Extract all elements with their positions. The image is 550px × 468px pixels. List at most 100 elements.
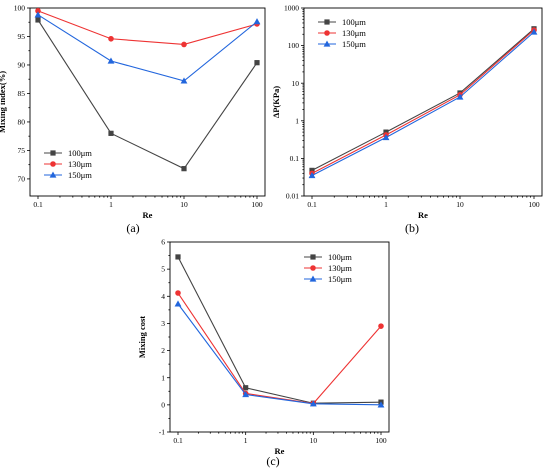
data-point: [108, 35, 114, 42]
data-point: [35, 17, 41, 23]
x-axis-label: Re: [143, 210, 153, 220]
data-point: [378, 323, 384, 329]
series-150: [308, 28, 538, 179]
series-line: [37, 10, 258, 46]
y-tick-label: -1: [159, 428, 165, 437]
legend-marker: [324, 19, 330, 25]
series-130: [35, 8, 260, 48]
legend-label: 100μm: [68, 148, 92, 158]
y-axis-label: Mixing cost: [137, 316, 147, 358]
y-tick-label: 3: [161, 319, 165, 328]
x-tick-label: 100: [251, 200, 263, 209]
y-tick-label: 1: [161, 373, 165, 382]
y-tick-label: 80: [18, 118, 26, 127]
data-point: [254, 60, 260, 66]
data-point: [253, 18, 261, 25]
y-axis-label: ΔP(KPa): [271, 86, 281, 118]
data-point: [308, 172, 316, 179]
y-tick-label: 100: [14, 4, 26, 13]
data-point: [180, 77, 188, 84]
panel-label: (b): [405, 221, 419, 235]
x-tick-label: 100: [528, 200, 540, 209]
x-tick-label: 1: [244, 436, 248, 445]
x-tick-label: 10: [456, 200, 464, 209]
series-line: [177, 256, 382, 404]
x-tick-label: 0.1: [173, 436, 183, 445]
data-point: [242, 391, 250, 398]
legend-marker: [50, 150, 56, 156]
y-axis-label: Mixing index(%): [0, 71, 7, 133]
y-tick-label: 95: [18, 32, 26, 41]
y-tick-label: 2: [161, 346, 165, 355]
data-point: [107, 57, 115, 64]
y-tick-label: 4: [161, 292, 165, 301]
x-axis-label: Re: [418, 210, 428, 220]
data-point: [377, 401, 385, 408]
x-tick-label: 10: [310, 436, 318, 445]
series-line: [177, 303, 382, 406]
series-line: [311, 31, 535, 177]
y-tick-label: 0: [161, 400, 165, 409]
y-tick-label: 5: [161, 265, 165, 274]
series-line: [37, 19, 258, 170]
legend-marker: [323, 40, 331, 47]
series-line: [311, 29, 535, 174]
legend-label: 130μm: [342, 28, 366, 38]
x-tick-label: 10: [180, 200, 188, 209]
x-tick-label: 1: [384, 200, 388, 209]
legend-label: 150μm: [328, 274, 352, 284]
series-100: [35, 17, 260, 172]
series-150: [34, 11, 261, 84]
plot-frame: [303, 7, 543, 197]
legend-label: 130μm: [68, 159, 92, 169]
y-tick-label: 0.1: [290, 154, 300, 163]
series-line: [177, 292, 382, 405]
data-point: [456, 93, 464, 100]
legend-label: 100μm: [328, 252, 352, 262]
legend-marker: [49, 171, 57, 178]
x-tick-label: 0.1: [33, 200, 43, 209]
panel-label: (c): [266, 454, 279, 468]
legend-label: 150μm: [68, 170, 92, 180]
legend-label: 150μm: [342, 39, 366, 49]
x-tick-label: 1: [109, 200, 113, 209]
legend-marker: [50, 161, 56, 167]
data-point: [108, 130, 114, 136]
legend-label: 100μm: [342, 17, 366, 27]
series-130: [175, 290, 384, 407]
y-tick-label: 100: [288, 41, 300, 50]
x-axis-label: Re: [275, 446, 285, 456]
y-tick-label: 70: [18, 175, 26, 184]
series-line: [37, 14, 258, 82]
chart-b: 0.1 1 10 100 0.01 0.1 1 10 100 1000 Re ΔP(KPa) 100μm…: [271, 4, 543, 235]
y-tick-label: 10: [292, 79, 300, 88]
chart-a: 0.1 1 10 100 70 75 80 85 90 95 100 Re Mixing index(%…: [0, 4, 266, 235]
legend-marker: [324, 30, 330, 36]
data-point: [530, 28, 538, 35]
series-100: [175, 254, 384, 406]
y-tick-label: 75: [18, 146, 26, 155]
data-point: [174, 300, 182, 307]
x-tick-label: 100: [375, 436, 387, 445]
data-point: [175, 254, 181, 260]
legend-marker: [310, 254, 316, 260]
plot-frame: [29, 7, 266, 197]
chart-c: 0.1 1 10 100 -1 0 1 2 3 4 5 6 Re Mixing cost 100μm130μ…: [137, 238, 390, 468]
data-point: [34, 11, 42, 18]
legend-label: 130μm: [328, 263, 352, 273]
series-line: [311, 28, 535, 171]
series-150: [174, 300, 385, 408]
data-point: [175, 290, 181, 296]
y-tick-label: 1000: [284, 4, 299, 13]
data-point: [309, 400, 317, 407]
panel-label: (a): [126, 221, 139, 235]
y-tick-label: 1: [295, 116, 299, 125]
legend-marker: [310, 265, 316, 271]
x-tick-label: 0.1: [307, 200, 317, 209]
data-point: [243, 385, 249, 391]
y-tick-label: 85: [18, 89, 26, 98]
